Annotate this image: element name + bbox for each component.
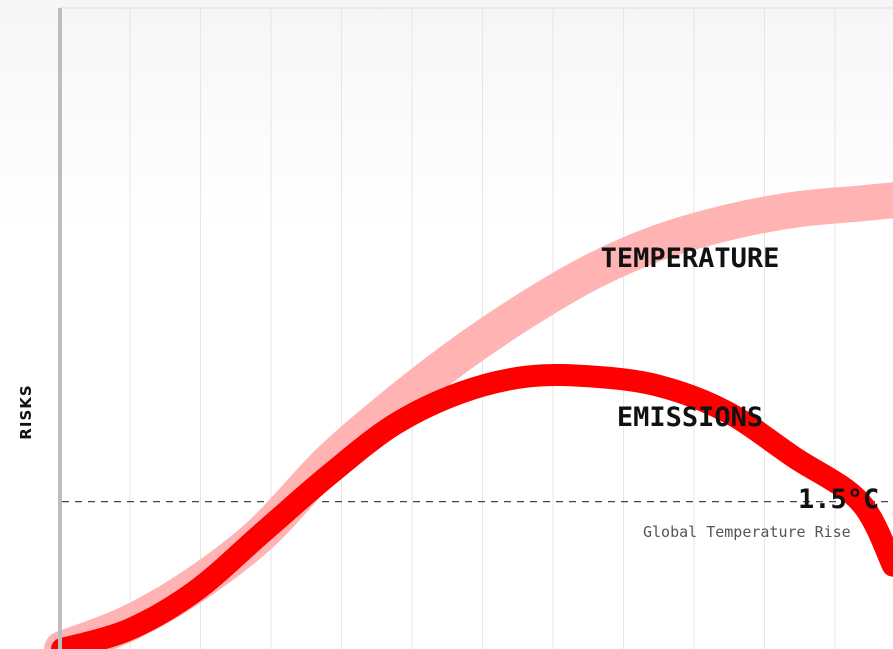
threshold-label: 1.5°C [798, 484, 879, 515]
series-line-emissions [51, 363, 893, 649]
legend-label-temperature: TEMPERATURE [601, 243, 780, 274]
y-axis-label: RISKS [17, 384, 35, 439]
series-layer [44, 182, 893, 649]
threshold-sublabel: Global Temperature Rise [643, 523, 851, 541]
legend-label-emissions: EMISSIONS [617, 402, 763, 433]
